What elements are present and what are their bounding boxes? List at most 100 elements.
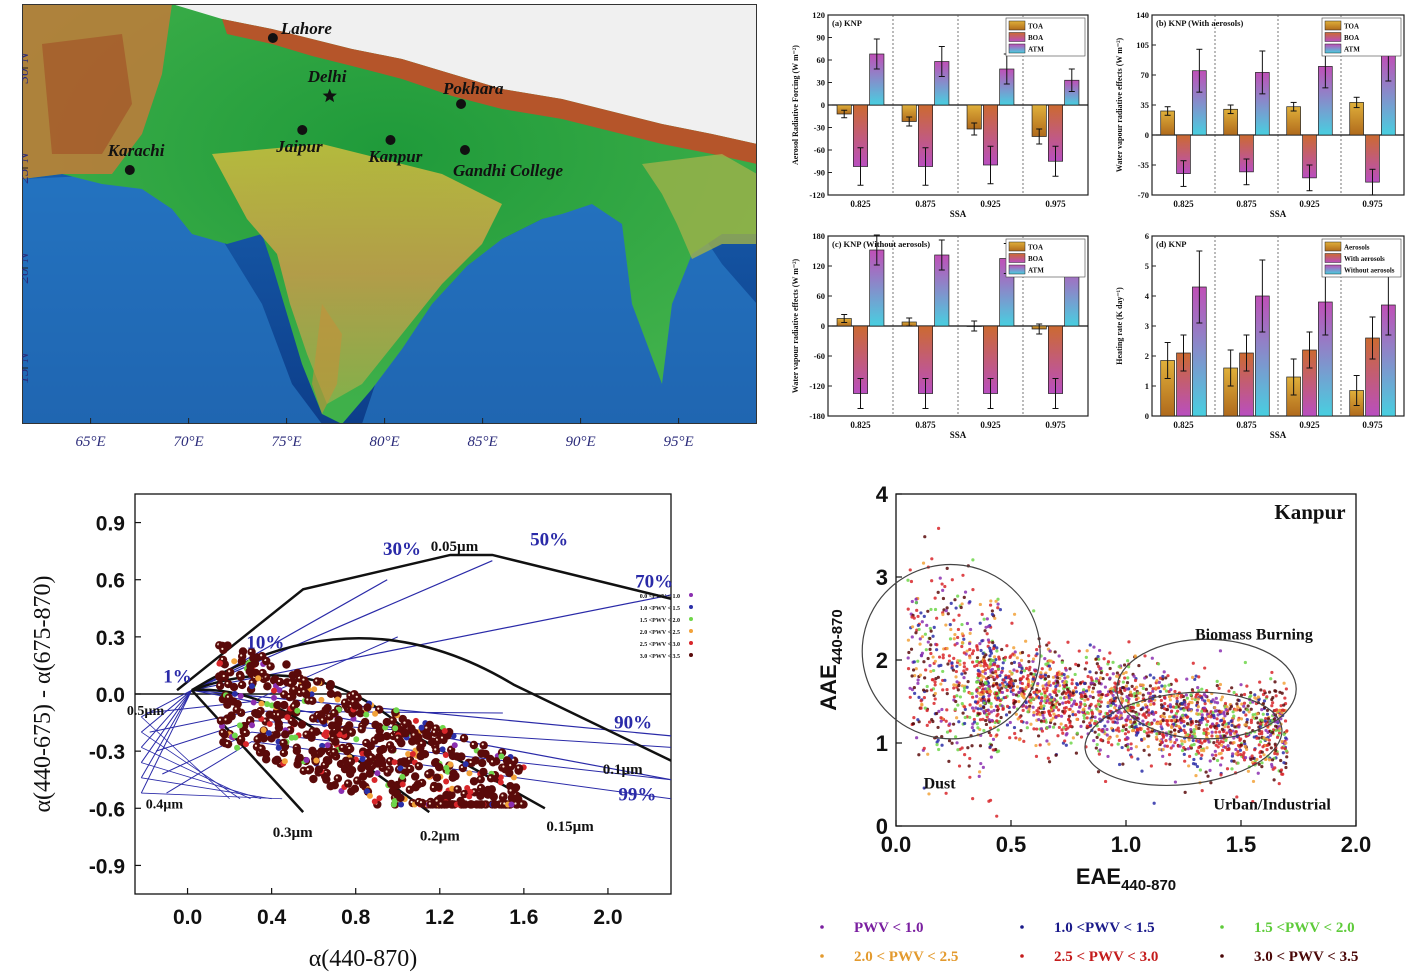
scatter-point <box>1273 680 1277 684</box>
india-terrain-map: 30°N 25°N 20°N 15°N 65°E 70°E 75°E 80°E 85°E 90°… <box>16 4 762 464</box>
scatter-point <box>359 756 366 763</box>
scatter-point <box>503 756 512 765</box>
x-tick-label: 2.0 <box>1341 832 1372 857</box>
scatter-point <box>941 612 945 617</box>
scatter-point <box>952 637 956 641</box>
scatter-point <box>1170 709 1174 713</box>
scatter-point <box>1020 681 1024 686</box>
scatter-point <box>931 655 935 659</box>
scatter-point <box>1143 676 1147 680</box>
y-tick-label: 4 <box>876 482 889 507</box>
scatter-point <box>906 638 911 642</box>
city-dot-marker <box>385 135 396 145</box>
scatter-point <box>1172 718 1177 722</box>
size-line <box>141 762 262 800</box>
scatter-point <box>998 608 1003 612</box>
y-axis-label: Aerosol Radiative Forcing (W m⁻²) <box>791 45 800 165</box>
scatter-point <box>1111 660 1115 664</box>
scatter-point <box>923 676 927 680</box>
scatter-point <box>1016 717 1020 721</box>
point-highlight <box>342 700 346 703</box>
scatter-point <box>479 767 488 777</box>
scatter-point <box>972 720 977 724</box>
scatter-point <box>947 759 951 763</box>
scatter-point <box>1109 703 1113 708</box>
scatter-point <box>1215 684 1219 688</box>
point-highlight <box>234 707 237 710</box>
y-tick-label: 0.0 <box>96 684 125 707</box>
scatter-point <box>1045 699 1049 703</box>
point-highlight <box>348 746 351 750</box>
scatter-point <box>1164 689 1169 693</box>
scatter-point <box>1048 701 1052 705</box>
scatter-point <box>956 627 961 632</box>
point-highlight <box>387 759 391 762</box>
scatter-point <box>1126 659 1130 663</box>
fraction-curve <box>166 741 672 800</box>
scatter-point <box>1047 681 1051 685</box>
scatter-point <box>1120 716 1124 720</box>
scatter-point <box>1182 752 1186 756</box>
point-highlight <box>461 736 465 739</box>
scatter-point <box>960 702 964 706</box>
scatter-point <box>1152 676 1156 680</box>
legend-swatch <box>1324 264 1342 275</box>
scatter-point <box>1001 684 1006 688</box>
scatter-point <box>1019 664 1023 668</box>
scatter-point <box>1220 748 1225 752</box>
scatter-point <box>1022 739 1026 743</box>
city-dot-marker <box>297 125 308 135</box>
point-highlight <box>351 692 355 695</box>
fraction-curve <box>162 731 672 781</box>
scatter-point <box>1142 748 1146 752</box>
scatter-point <box>934 677 938 681</box>
scatter-point <box>401 728 410 738</box>
scatter-point <box>956 688 960 692</box>
scatter-point <box>1146 734 1150 738</box>
scatter-point <box>1255 712 1260 716</box>
scatter-point <box>236 722 243 729</box>
grid-annotation: 0.3µm <box>273 825 313 841</box>
scatter-point <box>1174 678 1178 682</box>
scatter-point <box>985 632 989 636</box>
scatter-point <box>1246 769 1251 773</box>
scatter-point <box>1045 686 1049 690</box>
scatter-point <box>962 669 966 673</box>
scatter-point <box>1049 659 1053 663</box>
size-line <box>140 689 193 748</box>
x-tick-label: 0.0 <box>881 832 912 857</box>
scatter-point <box>994 599 998 603</box>
scatter-point <box>1156 662 1161 666</box>
scatter-point <box>1065 732 1069 736</box>
scatter-point <box>1236 705 1240 709</box>
point-highlight <box>260 654 263 657</box>
scatter-point <box>1136 731 1140 735</box>
scatter-point <box>918 673 923 677</box>
scatter-point <box>968 715 972 720</box>
scatter-point <box>916 623 920 627</box>
scatter-point <box>1005 723 1010 727</box>
scatter-point <box>962 661 966 665</box>
scatter-point <box>1092 645 1096 649</box>
legend-label: Aerosols <box>1344 244 1370 252</box>
scatter-point <box>1040 667 1044 671</box>
scatter-point <box>995 646 999 650</box>
y-tick-label: -0.9 <box>89 855 125 878</box>
scatter-point <box>309 774 318 784</box>
x-axis-label: SSA <box>1270 430 1287 440</box>
scatter-point <box>1190 743 1194 747</box>
scatter-point <box>1234 752 1238 756</box>
scatter-point <box>1047 760 1052 764</box>
scatter-point <box>1218 730 1222 734</box>
scatter-point <box>913 691 917 695</box>
western-mountains <box>42 34 132 154</box>
scatter-point <box>1047 709 1051 713</box>
city-markers: LahoreDelhiPokharaJaipurKanpurKarachiGan… <box>107 19 564 180</box>
scatter-point <box>293 668 302 678</box>
scatter-point <box>1020 650 1025 655</box>
scatter-point <box>346 757 356 766</box>
scatter-point <box>1279 704 1283 708</box>
scatter-point <box>326 781 335 791</box>
scatter-point <box>1212 741 1216 745</box>
